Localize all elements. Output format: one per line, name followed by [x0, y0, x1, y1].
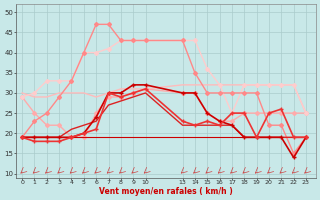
X-axis label: Vent moyen/en rafales ( km/h ): Vent moyen/en rafales ( km/h )	[99, 187, 233, 196]
